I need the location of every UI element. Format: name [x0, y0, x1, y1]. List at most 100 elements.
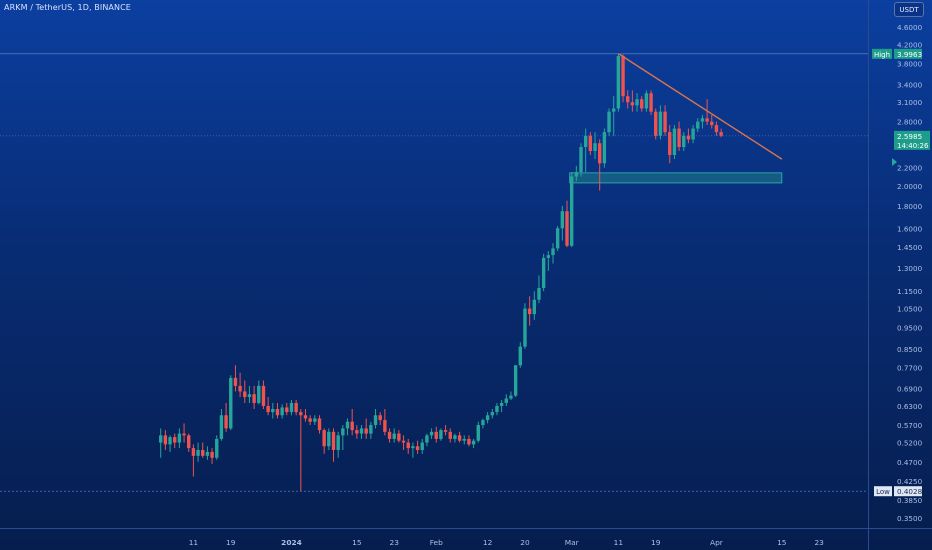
candle-body — [565, 211, 569, 246]
countdown-text: 14:40:26 — [897, 142, 929, 150]
candle-body — [397, 433, 401, 441]
y-tick-label: 0.3850 — [897, 496, 923, 505]
candle-body — [696, 121, 700, 129]
candle-body — [392, 433, 396, 439]
x-tick-label: 15 — [352, 538, 362, 547]
candle-body — [574, 171, 579, 177]
y-tick-label: 3.1000 — [897, 98, 923, 107]
y-tick-label: 4.2000 — [897, 40, 923, 49]
candle-body — [229, 377, 233, 429]
y-tick-label: 0.4250 — [897, 477, 923, 486]
candle-body — [523, 308, 527, 347]
candle-body — [406, 442, 410, 449]
y-tick-label: 0.7700 — [897, 364, 923, 373]
candle-body — [247, 394, 252, 398]
candle-body — [518, 346, 522, 366]
y-tick-label: 0.5200 — [897, 439, 923, 448]
y-tick-label: 0.8500 — [897, 345, 923, 354]
candle-body — [163, 435, 168, 445]
candle-body — [289, 402, 294, 413]
candle-body — [429, 431, 434, 436]
high-label-box — [872, 48, 892, 59]
candle-body — [527, 308, 532, 315]
symbol-title[interactable]: ARKM / TetherUS, 1D, BINANCE — [4, 3, 131, 12]
candle-body — [462, 438, 466, 441]
candle-body — [173, 437, 177, 443]
candle-body — [691, 128, 695, 140]
candle-body — [626, 96, 630, 103]
candle-body — [415, 446, 420, 451]
candle-body — [266, 405, 270, 413]
candle-body — [663, 111, 667, 133]
candle-body — [303, 415, 308, 419]
y-tick-label: 3.4000 — [897, 81, 923, 90]
high-label-text: High — [874, 51, 890, 59]
currency-button[interactable]: USDT — [894, 2, 924, 17]
candle-body — [644, 93, 649, 109]
candle-body — [719, 132, 723, 136]
candle-body — [373, 415, 378, 426]
candle-body — [635, 99, 639, 106]
candle-body — [453, 435, 457, 439]
candle-body — [387, 431, 392, 439]
x-tick-label: 23 — [390, 538, 400, 547]
candle-body — [345, 421, 350, 429]
x-tick-label: 11 — [614, 538, 624, 547]
y-tick-label: 1.1500 — [897, 287, 923, 296]
candle-body — [350, 421, 354, 431]
candle-body — [677, 128, 681, 148]
candle-body — [654, 111, 658, 136]
y-tick-label: 1.6000 — [897, 224, 923, 233]
candle-body — [261, 385, 266, 406]
candle-body — [457, 435, 462, 441]
candle-body — [159, 435, 163, 443]
candle-body — [616, 56, 621, 109]
candle-body — [579, 147, 583, 172]
y-tick-label: 0.5700 — [897, 421, 923, 430]
candle-body — [191, 448, 196, 456]
candle-body — [411, 446, 415, 449]
high-value-text: 3.9963 — [897, 50, 922, 59]
candle-body — [280, 407, 284, 416]
y-tick-label: 0.3500 — [897, 514, 923, 523]
y-tick-label: 3.8000 — [897, 59, 923, 68]
candle-body — [401, 440, 406, 443]
candle-body — [443, 430, 448, 432]
y-tick-label: 0.4700 — [897, 458, 923, 467]
candle-body — [177, 433, 182, 443]
y-tick-label: 1.3000 — [897, 264, 923, 273]
y-tick-label: 0.6300 — [897, 402, 923, 411]
candle-body — [201, 450, 205, 456]
candle-body — [285, 407, 289, 413]
candle-body — [583, 135, 588, 148]
current-price-text: 2.5985 — [897, 132, 922, 141]
candle-body — [331, 431, 336, 451]
candle-body — [383, 420, 387, 432]
x-tick-label: 20 — [520, 538, 530, 547]
candle-body — [499, 402, 504, 406]
candle-body — [485, 415, 490, 421]
candle-body — [476, 425, 480, 441]
candles-group — [159, 53, 723, 492]
low-label-box — [874, 486, 892, 497]
candle-body — [294, 402, 298, 413]
candle-body — [336, 435, 340, 451]
candle-body — [355, 430, 359, 434]
candle-body — [597, 143, 602, 164]
candle-body — [205, 451, 210, 456]
candle-body — [271, 409, 275, 413]
candle-body — [555, 228, 560, 249]
high-value-box — [894, 48, 922, 59]
trendline — [617, 53, 783, 160]
candle-body — [299, 412, 303, 416]
x-tick-label: 19 — [651, 538, 661, 547]
y-tick-label: 1.4500 — [897, 243, 923, 252]
candle-body — [509, 395, 513, 399]
candle-body — [434, 431, 438, 439]
candle-body — [420, 442, 424, 451]
y-tick-label: 2.2000 — [897, 164, 923, 173]
candle-body — [238, 385, 242, 392]
candle-body — [710, 121, 714, 126]
x-tick-label: 12 — [483, 538, 492, 547]
